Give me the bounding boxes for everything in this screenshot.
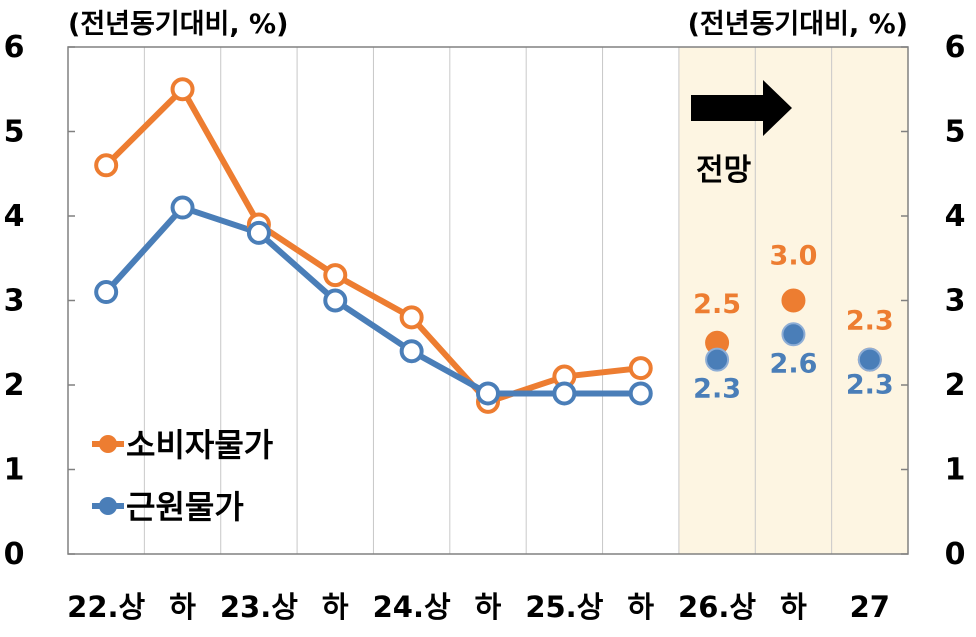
y-tick-label-left: 6 — [4, 30, 25, 65]
series-1-point — [94, 280, 119, 305]
y-tick-label-left: 4 — [4, 199, 25, 234]
x-tick-label: 하 — [169, 590, 196, 624]
series-1-forecast-point — [781, 322, 806, 347]
series-1-forecast-label: 2.6 — [770, 348, 818, 379]
y-tick-label-right: 1 — [945, 453, 966, 488]
gridlines — [143, 47, 833, 554]
unit-label-left: (전년동기대비, %) — [68, 9, 288, 40]
series-1-point — [552, 381, 577, 406]
series-1-forecast-point — [705, 347, 730, 372]
x-tick-label: 25.상 — [525, 590, 603, 624]
series-1-point — [628, 381, 653, 406]
y-tick-label-right: 2 — [945, 368, 966, 403]
series-1-point — [476, 381, 500, 406]
series-line-1 — [103, 204, 641, 397]
y-tick-label-left: 2 — [4, 368, 25, 403]
y-tick-label-right: 6 — [945, 30, 966, 65]
y-tick-label-right: 0 — [945, 537, 966, 572]
series-1-forecast-label: 2.3 — [693, 374, 741, 405]
x-tick-label: 27 — [850, 590, 890, 624]
series-0-forecast-label: 2.5 — [693, 289, 741, 320]
y-tick-label-left: 3 — [4, 284, 25, 319]
x-axis: 22.상 하 23.상 하 24.상 하 25.상 하 26.상 하 27 — [67, 590, 890, 624]
series-0-point — [628, 356, 653, 381]
x-tick-label: 하 — [322, 590, 349, 624]
series-1-point — [170, 195, 195, 220]
series-1-forecast-point — [857, 347, 882, 372]
legend-marker-0 — [99, 435, 117, 453]
series-0-point — [170, 77, 195, 102]
x-tick-label: 하 — [780, 590, 807, 624]
series-1-point — [246, 220, 271, 245]
x-tick-label: 하 — [627, 590, 654, 624]
series-0-point — [323, 263, 348, 288]
series-0-forecast-point — [781, 288, 806, 313]
y-tick-label-left: 5 — [4, 115, 25, 150]
series-1-point — [399, 339, 424, 364]
y-tick-label-left: 0 — [4, 537, 25, 572]
legend-label-1: 근원물가 — [126, 488, 244, 526]
series-1-point — [323, 288, 348, 313]
series-line-0 — [104, 86, 642, 405]
x-tick-label: 22.상 — [67, 590, 145, 624]
y-axis-left: 0 1 2 3 4 5 6 — [4, 30, 75, 572]
series-0-forecast-label: 3.0 — [770, 241, 818, 272]
series-0-point — [399, 305, 424, 330]
forecast-label: 전망 — [696, 153, 752, 188]
legend-marker-1 — [99, 497, 117, 515]
y-tick-label-right: 4 — [945, 199, 966, 234]
x-tick-label: 26.상 — [678, 590, 756, 624]
y-tick-label-right: 5 — [945, 115, 966, 150]
legend-label-0: 소비자물가 — [126, 426, 273, 464]
y-tick-label-right: 3 — [945, 284, 966, 319]
unit-label-right: (전년동기대비, %) — [688, 9, 908, 40]
y-axis-right: 0 1 2 3 4 5 6 — [901, 30, 965, 572]
series-1-forecast-label: 2.3 — [846, 370, 894, 401]
x-tick-label: 23.상 — [220, 590, 298, 624]
y-tick-label-left: 1 — [4, 453, 25, 488]
forecast-arrow-icon — [691, 80, 792, 136]
series-0-point — [94, 153, 119, 178]
series-0-forecast-label: 2.3 — [846, 306, 894, 337]
x-tick-label: 하 — [475, 590, 502, 624]
x-tick-label: 24.상 — [373, 590, 451, 624]
series-layer: 2.5 3.0 2.3 2.3 2.6 2.3 — [94, 77, 894, 414]
